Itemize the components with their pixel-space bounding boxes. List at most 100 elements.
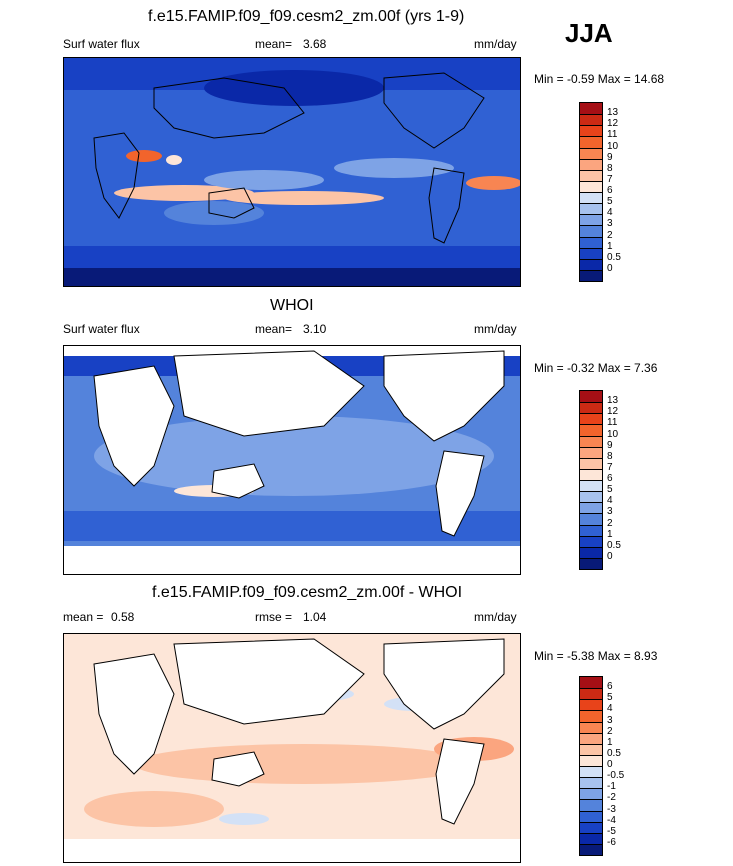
colorbar-segment	[580, 832, 602, 844]
colorbar-segment	[580, 136, 602, 148]
colorbar-tick-label: 1	[607, 528, 613, 540]
panel2-minmax: Min = -0.32 Max = 7.36	[534, 361, 658, 375]
panel1-colorbar	[579, 102, 603, 282]
colorbar-tick-label: 5	[607, 196, 613, 208]
colorbar-segment	[580, 236, 602, 248]
colorbar-segment	[580, 402, 602, 414]
colorbar-segment	[580, 502, 602, 514]
colorbar-tick-label: 3	[607, 218, 613, 230]
panel2-variable: Surf water flux	[63, 322, 140, 336]
colorbar-segment	[580, 732, 602, 744]
colorbar-segment	[580, 125, 602, 137]
panel1-variable: Surf water flux	[63, 37, 140, 51]
colorbar-tick-label: -5	[607, 825, 616, 837]
colorbar-segment	[580, 180, 602, 192]
colorbar-segment	[580, 158, 602, 170]
colorbar-segment	[580, 258, 602, 270]
colorbar-segment	[580, 766, 602, 778]
colorbar-tick-label: 8	[607, 162, 613, 174]
colorbar-segment	[580, 435, 602, 447]
panel2-mean-label: mean=	[255, 322, 293, 336]
colorbar-tick-label: -2	[607, 792, 616, 804]
colorbar-segment	[580, 843, 602, 855]
colorbar-segment	[580, 546, 602, 558]
colorbar-segment	[580, 821, 602, 833]
colorbar-tick-label: 4	[607, 495, 613, 507]
colorbar-segment	[580, 169, 602, 181]
panel1-units: mm/day	[474, 37, 517, 51]
colorbar-segment	[580, 743, 602, 755]
colorbar-segment	[580, 710, 602, 722]
colorbar-segment	[580, 203, 602, 215]
panel3-rmse-value: 1.04	[303, 610, 327, 624]
colorbar-tick-label: 11	[607, 129, 618, 141]
colorbar-segment	[580, 269, 602, 281]
colorbar-segment	[580, 247, 602, 259]
panel2-title: WHOI	[270, 297, 314, 314]
colorbar-segment	[580, 214, 602, 226]
colorbar-tick-label: 2	[607, 229, 613, 241]
colorbar-segment	[580, 424, 602, 436]
colorbar-tick-label: 4	[607, 703, 613, 715]
colorbar-tick-label: 0.5	[607, 747, 621, 759]
colorbar-tick-label: 6	[607, 185, 613, 196]
colorbar-tick-label: 9	[607, 151, 613, 163]
colorbar-tick-label: 0	[607, 759, 613, 770]
colorbar-segment	[580, 103, 602, 115]
colorbar-segment	[580, 677, 602, 689]
panel3-title: f.e15.FAMIP.f09_f09.cesm2_zm.00f - WHOI	[152, 584, 463, 601]
colorbar-tick-label: 2	[607, 517, 613, 529]
panel3-units: mm/day	[474, 610, 517, 624]
colorbar-segment	[580, 491, 602, 503]
colorbar-segment	[580, 513, 602, 525]
colorbar-tick-label: 5	[607, 692, 613, 704]
colorbar-tick-label: 7	[607, 173, 613, 185]
colorbar-tick-label: 1	[607, 736, 613, 748]
panel3-minmax: Min = -5.38 Max = 8.93	[534, 649, 658, 663]
colorbar-tick-label: 3	[607, 714, 613, 726]
panel1-mean-value: 3.68	[303, 37, 327, 51]
colorbar-tick-label: 12	[607, 406, 619, 418]
colorbar-tick-label: 6	[607, 681, 613, 693]
colorbar-tick-label: 0.5	[607, 539, 621, 551]
colorbar-tick-label: 12	[607, 118, 619, 130]
colorbar-segment	[580, 810, 602, 822]
panel2-colorbar	[579, 390, 603, 570]
panel2-map	[63, 345, 521, 575]
colorbar-segment	[580, 192, 602, 204]
colorbar-segment	[580, 524, 602, 536]
colorbar-tick-label: 10	[607, 428, 619, 440]
colorbar-segment	[580, 147, 602, 159]
colorbar-tick-label: 13	[607, 395, 619, 407]
colorbar-segment	[580, 391, 602, 403]
panel3-mean-label: mean =	[63, 610, 104, 624]
colorbar-segment	[580, 721, 602, 733]
colorbar-tick-label: 5	[607, 484, 613, 496]
colorbar-tick-label: -3	[607, 803, 616, 815]
colorbar-tick-label: 13	[607, 107, 619, 119]
colorbar-segment	[580, 557, 602, 569]
colorbar-tick-label: 6	[607, 473, 613, 484]
colorbar-tick-label: 3	[607, 506, 613, 518]
colorbar-tick-label: 1	[607, 240, 613, 252]
colorbar-tick-label: 7	[607, 461, 613, 473]
colorbar-segment	[580, 699, 602, 711]
panel2-mean-value: 3.10	[303, 322, 327, 336]
panel1-mean-label: mean=	[255, 37, 293, 51]
colorbar-tick-label: 0	[607, 550, 613, 562]
colorbar-tick-label: -4	[607, 814, 616, 826]
colorbar-segment	[580, 480, 602, 492]
colorbar-tick-label: 2	[607, 725, 613, 737]
panel3-rmse-label: rmse =	[255, 610, 293, 624]
colorbar-segment	[580, 799, 602, 811]
colorbar-tick-label: 0.5	[607, 251, 621, 263]
colorbar-tick-label: 0	[607, 262, 613, 274]
colorbar-segment	[580, 688, 602, 700]
panel1-title: f.e15.FAMIP.f09_f09.cesm2_zm.00f (yrs 1-…	[148, 8, 465, 25]
colorbar-segment	[580, 777, 602, 789]
colorbar-tick-label: 8	[607, 450, 613, 462]
colorbar-segment	[580, 446, 602, 458]
panel3-map	[63, 633, 521, 863]
panel1-map	[63, 57, 521, 287]
panel1-minmax: Min = -0.59 Max = 14.68	[534, 72, 665, 86]
